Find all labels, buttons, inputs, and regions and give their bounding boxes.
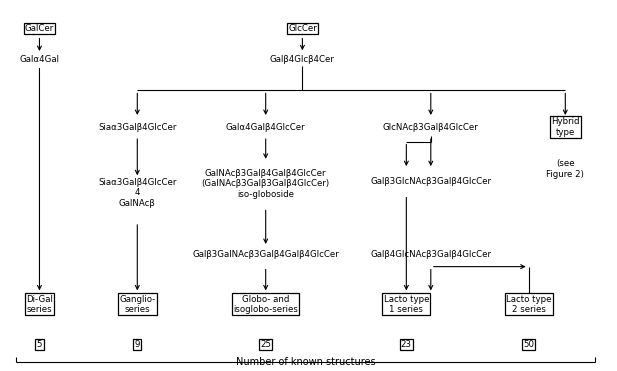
Text: GlcNAcβ3Galβ4GlcCer: GlcNAcβ3Galβ4GlcCer — [383, 122, 479, 132]
Text: Galβ3GalNAcβ3Galβ4Galβ4GlcCer: Galβ3GalNAcβ3Galβ4Galβ4GlcCer — [193, 250, 339, 259]
Text: GalNAcβ3Galβ4Galβ4GlcCer
(GalNAcβ3Galβ3Galβ4GlcCer)
iso-globoside: GalNAcβ3Galβ4Galβ4GlcCer (GalNAcβ3Galβ3G… — [202, 169, 329, 198]
Text: Di-Gal
series: Di-Gal series — [26, 295, 53, 314]
Text: 50: 50 — [523, 340, 534, 349]
Text: Galβ3GlcNAcβ3Galβ4GlcCer: Galβ3GlcNAcβ3Galβ4GlcCer — [370, 177, 491, 186]
Text: (see
Figure 2): (see Figure 2) — [547, 160, 584, 179]
Text: Galα4Gal: Galα4Gal — [20, 55, 59, 64]
Text: Siaα3Galβ4GlcCer: Siaα3Galβ4GlcCer — [98, 122, 176, 132]
Text: Ganglio-
series: Ganglio- series — [119, 295, 155, 314]
Text: GlcCer: GlcCer — [288, 24, 317, 33]
Text: Galβ4Glcβ4Cer: Galβ4Glcβ4Cer — [270, 55, 335, 64]
Text: 5: 5 — [37, 340, 42, 349]
Text: Hybrid
type: Hybrid type — [551, 117, 579, 137]
Text: Globo- and
isoglobo-series: Globo- and isoglobo-series — [233, 295, 298, 314]
Text: 25: 25 — [260, 340, 271, 349]
Text: GalCer: GalCer — [25, 24, 54, 33]
Text: Siaα3Galβ4GlcCer
4
GalNAcβ: Siaα3Galβ4GlcCer 4 GalNAcβ — [98, 178, 176, 208]
Text: 9: 9 — [135, 340, 140, 349]
Text: Galβ4GlcNAcβ3Galβ4GlcCer: Galβ4GlcNAcβ3Galβ4GlcCer — [370, 250, 491, 259]
Text: Lacto type
1 series: Lacto type 1 series — [384, 295, 429, 314]
Text: 23: 23 — [401, 340, 412, 349]
Text: Galα4Galβ4GlcCer: Galα4Galβ4GlcCer — [226, 122, 305, 132]
Text: Lacto type
2 series: Lacto type 2 series — [506, 295, 552, 314]
Text: Number of known structures: Number of known structures — [236, 357, 375, 367]
